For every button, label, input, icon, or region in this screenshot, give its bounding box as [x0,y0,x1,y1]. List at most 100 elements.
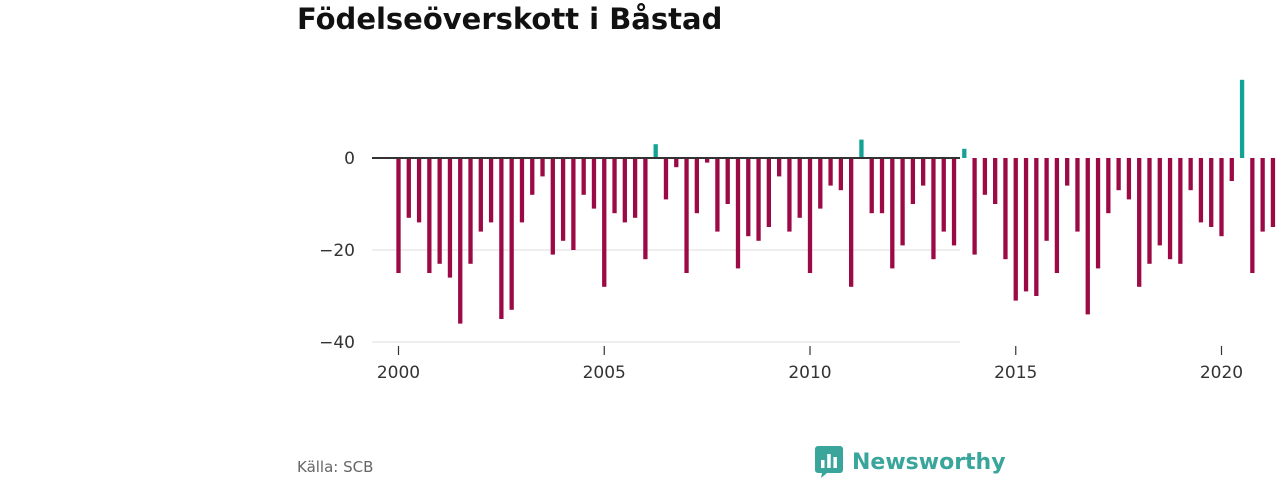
bar [1229,158,1234,181]
y-axis-tick-labels: 0 −20 −40 [319,149,355,353]
newsworthy-logo-icon [815,446,843,478]
bar [499,158,504,319]
bar [1270,158,1276,227]
bar [1116,158,1121,191]
bar [427,158,432,273]
bar [1023,158,1029,292]
bar [684,158,689,273]
bar [488,158,494,223]
bar [550,158,555,255]
bar [571,158,576,250]
bar [1260,158,1265,232]
bar [1219,158,1224,237]
bar [787,158,792,232]
x-tick-label: 2000 [377,363,420,383]
bar [437,158,442,264]
bar [1178,158,1183,264]
bar [1095,158,1101,269]
bar [1239,79,1245,158]
bar [1137,158,1142,287]
bar [818,158,823,209]
bar [797,158,802,218]
bar [807,158,813,273]
bar [879,158,885,214]
bar [931,158,936,260]
bar [828,158,833,186]
bar [849,158,854,287]
bar [1106,158,1111,214]
bar [982,158,988,195]
bar [1157,158,1162,246]
bar [560,158,566,241]
bar [519,158,525,223]
x-axis-tick-labels: 200020052010201520202025 [377,346,1243,383]
bar [674,158,679,168]
bar [1198,158,1204,223]
source-note: Källa: SCB [297,458,374,476]
y-tick-label: 0 [344,149,355,169]
y-tick-label: −40 [319,333,355,353]
bar [416,158,422,223]
page-title: Födelseöverskott i Båstad [297,2,723,36]
bar [776,158,782,177]
bar [468,158,473,264]
bar [1209,158,1214,227]
bar [612,158,617,214]
bar [1147,158,1152,264]
bar [458,158,463,324]
bar [540,158,545,177]
bar [1085,158,1090,315]
bar [1003,158,1008,260]
bar [396,158,401,273]
bar [1013,158,1018,301]
bar [951,158,957,246]
bar [530,158,535,195]
newsworthy-logo-text: Newsworthy [852,449,1006,475]
bar [766,158,771,227]
bar [591,158,597,209]
bar [715,158,720,232]
bar [735,158,741,269]
bar-chart: 0−20−40 200020052010201520202025 [319,79,1276,383]
bar [869,158,874,214]
bar [1034,158,1039,296]
bar [962,148,967,158]
bar [478,158,483,232]
bar [643,158,648,260]
bar [725,158,730,204]
x-tick-label: 2015 [994,363,1037,383]
bar [756,158,761,241]
bar [694,158,699,214]
bar [622,158,627,223]
chart-bars [396,79,1276,324]
x-tick-label: 2020 [1200,363,1243,383]
bar [941,158,946,232]
bar [910,158,916,204]
y-tick-label: −20 [319,241,355,261]
bar [1126,158,1132,200]
bar [509,158,514,310]
bar [993,158,998,204]
bar [1075,158,1080,232]
bar [890,158,895,269]
bar [663,158,669,200]
bar [581,158,586,195]
bar [900,158,905,246]
newsworthy-logo[interactable]: Newsworthy [815,446,1006,478]
bar [921,158,926,186]
bar [1188,158,1193,191]
bar [838,158,844,191]
bar [632,158,638,218]
bar [859,139,864,158]
bar [1167,158,1173,260]
bar [447,158,453,278]
bar [972,158,977,255]
bar [406,158,411,218]
bar [1250,158,1255,273]
bar [704,158,710,163]
bar [1065,158,1070,186]
bar [1044,158,1049,241]
bar [1054,158,1060,273]
bar [653,144,658,158]
bar [746,158,751,237]
